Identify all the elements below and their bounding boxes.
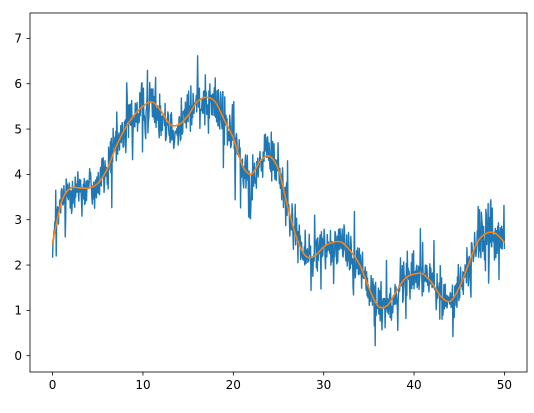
y-tick-label: 7	[14, 32, 22, 46]
y-tick-label: 3	[14, 213, 22, 227]
x-tick-label: 0	[49, 378, 57, 392]
y-tick-label: 1	[14, 304, 22, 318]
x-axis: 0 10 20 30 40 50	[49, 372, 512, 392]
y-tick-label: 6	[14, 77, 22, 91]
x-tick-label: 20	[226, 378, 241, 392]
x-tick-label: 50	[497, 378, 512, 392]
x-tick-label: 40	[406, 378, 421, 392]
y-tick-label: 4	[14, 168, 22, 182]
plot-frame	[29, 12, 528, 373]
x-tick-label: 10	[135, 378, 150, 392]
series-line-2-smoothed-signal	[51, 96, 506, 309]
x-tick-label: 30	[316, 378, 331, 392]
y-tick-label: 5	[14, 122, 22, 136]
series-layer	[51, 55, 506, 347]
y-tick-label: 0	[14, 349, 22, 363]
y-tick-label: 2	[14, 258, 22, 272]
series-line-1-noisy-signal	[51, 55, 506, 347]
y-axis: 0 1 2 3 4 5 6 7	[14, 32, 30, 363]
